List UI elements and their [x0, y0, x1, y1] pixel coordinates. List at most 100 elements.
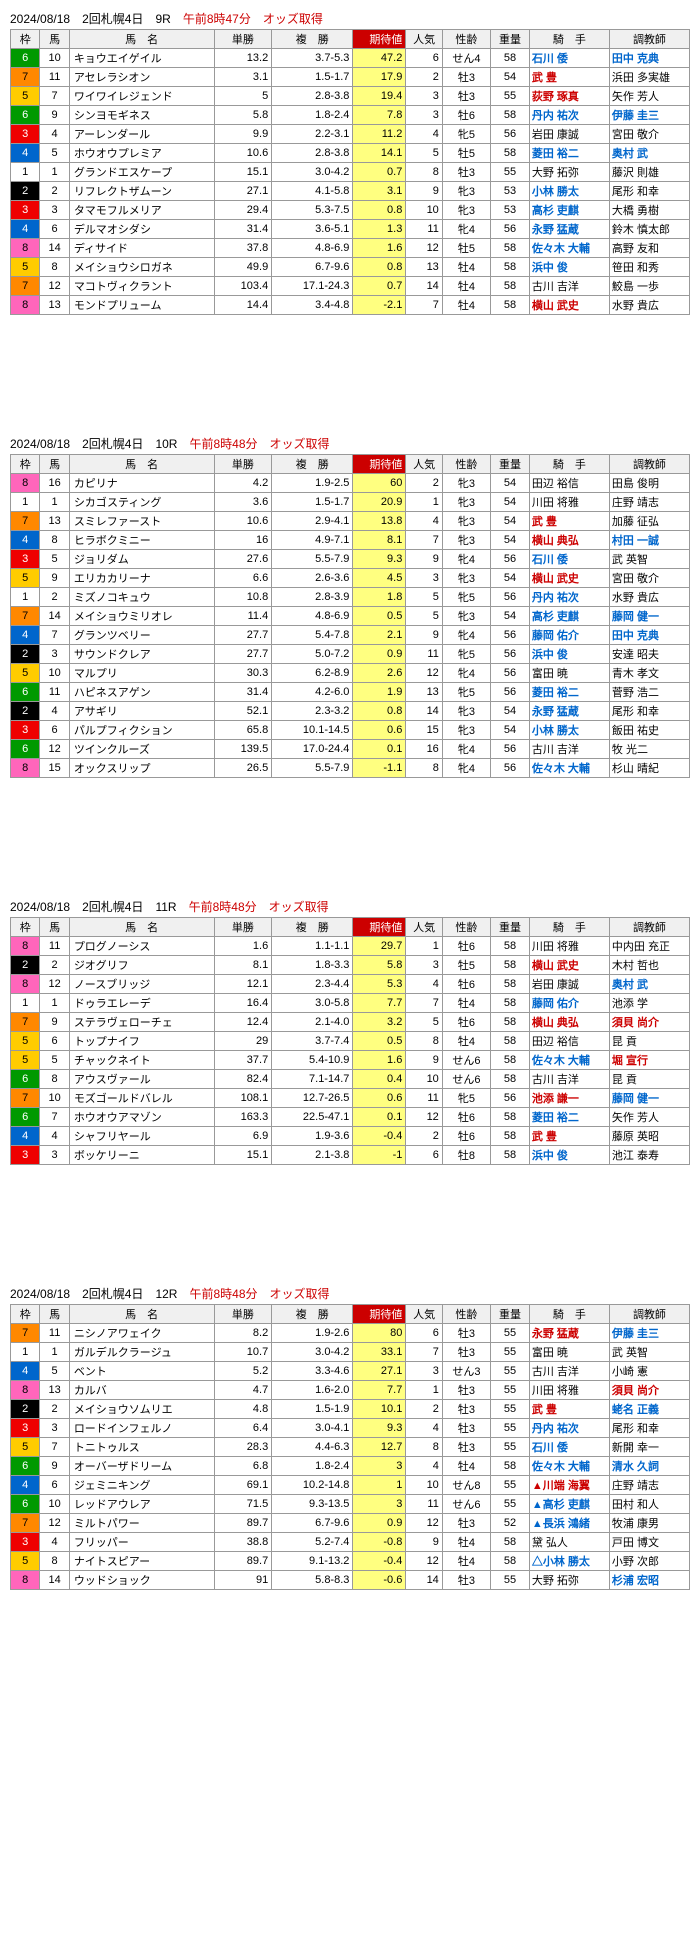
cell: 3 — [40, 1419, 69, 1438]
cell: ドゥラエレーデ — [69, 994, 214, 1013]
cell: シャフリヤール — [69, 1127, 214, 1146]
cell: 8 — [11, 474, 40, 493]
cell: 2 — [40, 588, 69, 607]
cell: 89.7 — [214, 1552, 272, 1571]
col-header: 騎 手 — [529, 1305, 609, 1324]
cell: 牡6 — [442, 975, 490, 994]
cell: 7.1-14.7 — [272, 1070, 353, 1089]
cell: 14.4 — [214, 296, 272, 315]
cell: 11 — [406, 1495, 442, 1514]
cell: 牡3 — [442, 1514, 490, 1533]
table-row: 69オーバーザドリーム6.81.8-2.434牡458佐々木 大輔清水 久詞 — [11, 1457, 690, 1476]
cell: 菅野 浩二 — [609, 683, 689, 702]
cell: 1 — [11, 163, 40, 182]
table-row: 69シンヨモギネス5.81.8-2.47.83牡658丹内 祐次伊藤 圭三 — [11, 106, 690, 125]
cell: 10 — [406, 1476, 442, 1495]
cell: 3 — [11, 721, 40, 740]
cell: 1.6 — [214, 937, 272, 956]
cell: エリカカリーナ — [69, 569, 214, 588]
cell: 58 — [491, 277, 530, 296]
cell: 1.5-1.7 — [272, 68, 353, 87]
table-row: 610キョウエイゲイル13.23.7-5.347.26せん458石川 倭田中 克… — [11, 49, 690, 68]
table-row: 33タマモフルメリア29.45.3-7.50.810牝353高杉 吏麒大橋 勇樹 — [11, 201, 690, 220]
cell: 川田 将雅 — [529, 937, 609, 956]
cell: ジオグリフ — [69, 956, 214, 975]
cell: 8 — [40, 1070, 69, 1089]
table-row: 11ドゥラエレーデ16.43.0-5.87.77牡458藤岡 佑介池添 学 — [11, 994, 690, 1013]
cell: 11 — [40, 1324, 69, 1343]
cell: ジョリダム — [69, 550, 214, 569]
cell: 牝4 — [442, 740, 490, 759]
table-row: 58メイショウシロガネ49.96.7-9.60.813牡458浜中 俊笹田 和秀 — [11, 258, 690, 277]
table-row: 46デルマオシダシ31.43.6-5.11.311牝456永野 猛蔵鈴木 慎太郎 — [11, 220, 690, 239]
cell: 水野 貴広 — [609, 296, 689, 315]
col-header: 性齢 — [442, 918, 490, 937]
col-header: 性齢 — [442, 30, 490, 49]
cell: 蛯名 正義 — [609, 1400, 689, 1419]
cell: 0.4 — [353, 1070, 406, 1089]
table-row: 57トニトゥルス28.34.4-6.312.78牡355石川 倭新開 幸一 — [11, 1438, 690, 1457]
cell: 牡3 — [442, 1381, 490, 1400]
table-row: 711アセレラシオン3.11.5-1.717.92牡354武 豊浜田 多実雄 — [11, 68, 690, 87]
cell: 8 — [11, 975, 40, 994]
cell: 藤岡 健一 — [609, 1089, 689, 1108]
cell: 2.1-3.8 — [272, 1146, 353, 1165]
col-header: 期待値 — [353, 918, 406, 937]
cell: 5 — [11, 1032, 40, 1051]
cell: 4 — [40, 125, 69, 144]
cell: 7 — [406, 1343, 442, 1362]
cell: フリッパー — [69, 1533, 214, 1552]
cell: 荻野 琢真 — [529, 87, 609, 106]
cell: 14 — [406, 1571, 442, 1590]
col-header: 単勝 — [214, 30, 272, 49]
cell: 1 — [11, 493, 40, 512]
cell: 2.3-4.4 — [272, 975, 353, 994]
cell: 笹田 和秀 — [609, 258, 689, 277]
table-row: 48ヒラボクミニー164.9-7.18.17牝354横山 典弘村田 一誠 — [11, 531, 690, 550]
cell: 藤岡 健一 — [609, 607, 689, 626]
cell: 牡3 — [442, 87, 490, 106]
cell: 4 — [40, 702, 69, 721]
cell: 9 — [406, 1533, 442, 1552]
cell: 牡3 — [442, 68, 490, 87]
cell: 27.1 — [353, 1362, 406, 1381]
cell: 佐々木 大輔 — [529, 1457, 609, 1476]
cell: 6.6 — [214, 569, 272, 588]
cell: 牡4 — [442, 1552, 490, 1571]
cell: 横山 典弘 — [529, 1013, 609, 1032]
cell: 1.5-1.7 — [272, 493, 353, 512]
cell: 2 — [406, 68, 442, 87]
cell: 9 — [40, 569, 69, 588]
cell: 伊藤 圭三 — [609, 106, 689, 125]
cell: 0.5 — [353, 1032, 406, 1051]
cell: 小崎 憲 — [609, 1362, 689, 1381]
cell: 1.3 — [353, 220, 406, 239]
cell: 0.8 — [353, 702, 406, 721]
cell: ガルデルクラージュ — [69, 1343, 214, 1362]
col-header: 馬 — [40, 30, 69, 49]
cell: 富田 暁 — [529, 1343, 609, 1362]
cell: 30.3 — [214, 664, 272, 683]
cell: 4 — [40, 1127, 69, 1146]
cell: 56 — [491, 550, 530, 569]
cell: 9 — [406, 626, 442, 645]
cell: 16 — [214, 531, 272, 550]
cell: ウッドショック — [69, 1571, 214, 1590]
cell: 牡6 — [442, 106, 490, 125]
table-row: 712ミルトパワー89.76.7-9.60.912牡352▲長浜 鴻緒牧浦 康男 — [11, 1514, 690, 1533]
cell: グランツベリー — [69, 626, 214, 645]
cell: 54 — [491, 68, 530, 87]
cell: 13 — [40, 512, 69, 531]
cell: 14 — [406, 702, 442, 721]
cell: 牝3 — [442, 607, 490, 626]
cell: 9 — [406, 182, 442, 201]
cell: 55 — [491, 1400, 530, 1419]
cell: 5.5-7.9 — [272, 550, 353, 569]
cell: 矢作 芳人 — [609, 87, 689, 106]
cell: 0.7 — [353, 277, 406, 296]
cell: 103.4 — [214, 277, 272, 296]
cell: 鮫島 一歩 — [609, 277, 689, 296]
cell: 12 — [406, 239, 442, 258]
cell: 3.7-5.3 — [272, 49, 353, 68]
cell: 13.8 — [353, 512, 406, 531]
